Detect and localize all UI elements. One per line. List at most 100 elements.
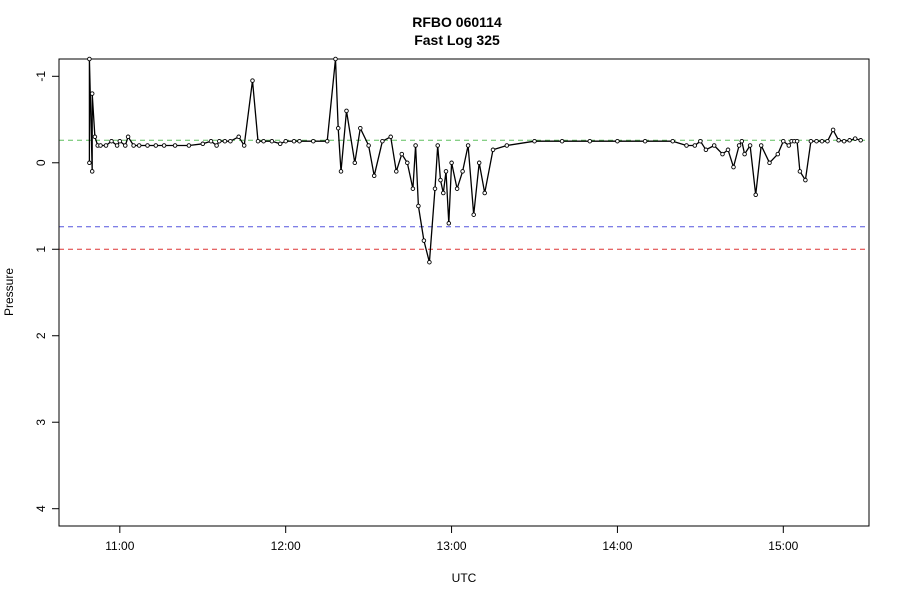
data-point	[753, 192, 758, 198]
data-point	[277, 141, 283, 147]
data-point	[432, 186, 438, 191]
data-point	[358, 125, 363, 131]
data-point	[117, 138, 123, 144]
data-point	[255, 138, 261, 144]
data-point	[208, 138, 214, 144]
data-point	[836, 138, 841, 143]
data-point	[786, 143, 792, 148]
data-point	[109, 138, 114, 144]
data-point	[587, 138, 593, 144]
x-tick-label: 13:00	[437, 539, 467, 553]
data-point	[352, 160, 358, 166]
data-point	[504, 143, 510, 148]
data-point	[615, 138, 620, 144]
x-tick-label: 11:00	[105, 539, 134, 553]
data-point	[416, 203, 421, 209]
data-point	[324, 138, 330, 144]
data-point	[446, 221, 452, 226]
data-point	[92, 134, 98, 140]
data-point	[736, 143, 742, 148]
data-point	[371, 173, 377, 179]
data-point	[172, 143, 178, 148]
data-point	[808, 138, 814, 144]
data-point	[123, 143, 128, 148]
data-point	[89, 91, 95, 96]
data-point	[435, 143, 440, 148]
data-point	[222, 138, 228, 144]
y-tick-label: 2	[34, 332, 48, 339]
data-point	[711, 143, 717, 148]
series-layer	[87, 56, 863, 265]
y-axis: -1 0 1 2 3 4	[34, 71, 60, 512]
y-tick-label: 0	[34, 159, 48, 166]
data-point	[703, 147, 709, 153]
data-point	[747, 143, 753, 148]
data-point	[217, 138, 222, 144]
data-point	[136, 143, 142, 148]
data-point	[642, 138, 648, 144]
chart-title: RFBO 060114	[412, 14, 502, 30]
data-point	[114, 143, 120, 148]
data-point	[311, 138, 316, 144]
data-point	[200, 141, 206, 147]
data-point	[394, 169, 399, 174]
data-point	[380, 138, 385, 144]
data-point	[460, 169, 465, 174]
x-tick-label: 12:00	[271, 539, 301, 553]
data-point	[214, 143, 219, 148]
data-point	[794, 138, 800, 144]
data-point	[161, 143, 167, 148]
x-axis: 11:00 12:00 13:00 14:00 15:00	[105, 525, 799, 553]
data-point	[532, 138, 537, 144]
data-point	[471, 212, 476, 217]
data-point	[720, 151, 725, 157]
data-point	[490, 147, 496, 153]
y-axis-label: Pressure	[2, 268, 16, 316]
data-point	[131, 143, 136, 148]
y-tick-label: 4	[34, 505, 48, 512]
data-point	[482, 190, 487, 196]
data-point	[366, 143, 371, 148]
data-point	[847, 138, 852, 143]
data-point	[241, 143, 247, 148]
y-tick-label: -1	[34, 71, 48, 82]
data-point	[830, 127, 836, 133]
data-point	[125, 134, 131, 140]
y-tick-label: 3	[34, 419, 48, 426]
data-point	[841, 138, 847, 144]
data-point	[758, 143, 764, 148]
plot-frame	[58, 58, 870, 527]
data-point	[344, 108, 349, 114]
data-point	[87, 160, 92, 166]
data-point	[410, 186, 416, 191]
data-point	[421, 238, 427, 243]
data-point	[825, 138, 830, 144]
data-point	[858, 138, 863, 143]
data-point	[441, 190, 446, 196]
data-point	[413, 143, 418, 148]
data-point	[443, 169, 449, 174]
data-point	[388, 134, 393, 140]
data-point	[559, 138, 565, 144]
data-point	[465, 143, 471, 148]
data-point	[814, 138, 819, 144]
x-tick-label: 15:00	[768, 539, 798, 553]
series-line	[88, 58, 861, 263]
data-point	[269, 138, 275, 144]
data-point	[454, 186, 460, 191]
reference-lines	[59, 139, 869, 250]
data-point	[476, 160, 482, 166]
data-point	[438, 177, 443, 183]
data-point	[775, 151, 781, 157]
data-point	[291, 138, 297, 144]
data-point	[250, 78, 255, 83]
x-tick-label: 14:00	[602, 539, 632, 553]
data-point	[261, 138, 266, 144]
x-axis-label: UTC	[452, 571, 477, 585]
data-point	[698, 138, 703, 144]
data-point	[153, 143, 159, 148]
data-point	[803, 177, 808, 183]
data-point	[89, 169, 95, 174]
data-point	[236, 134, 241, 140]
